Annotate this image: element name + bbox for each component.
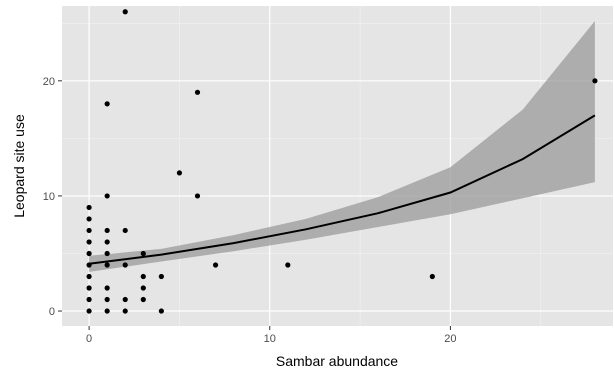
data-point xyxy=(86,204,92,211)
data-point xyxy=(86,285,92,291)
x-tick-label: 10 xyxy=(264,333,276,345)
y-tick-label: 10 xyxy=(43,191,55,203)
data-point xyxy=(285,262,291,268)
data-point xyxy=(104,285,110,291)
y-tick-label: 20 xyxy=(43,76,55,88)
data-point xyxy=(104,262,110,268)
y-tick-label: 0 xyxy=(49,306,55,318)
data-point xyxy=(194,193,201,199)
data-point xyxy=(122,296,128,303)
data-point xyxy=(86,227,92,234)
data-point xyxy=(104,250,110,257)
data-point xyxy=(158,273,164,280)
data-point xyxy=(104,227,110,234)
data-point xyxy=(194,89,201,95)
data-point xyxy=(104,193,110,199)
data-point xyxy=(212,262,219,268)
data-point xyxy=(176,170,183,176)
confidence-ribbon xyxy=(89,21,595,272)
data-point xyxy=(140,250,146,257)
data-point xyxy=(122,9,128,15)
data-point xyxy=(104,239,110,245)
data-point xyxy=(122,227,128,234)
x-axis-tick-labels: 0 10 20 xyxy=(86,333,456,345)
data-point xyxy=(86,273,92,280)
data-point xyxy=(86,216,92,222)
x-tick-label: 20 xyxy=(444,333,456,345)
x-axis-title: Sambar abundance xyxy=(276,353,398,369)
y-axis-title: Leopard site use xyxy=(11,114,27,218)
data-point xyxy=(122,308,128,314)
data-point xyxy=(122,262,128,268)
data-point xyxy=(86,262,92,268)
data-point xyxy=(86,239,92,245)
data-point xyxy=(592,78,598,84)
fit-line xyxy=(88,114,596,265)
data-point xyxy=(158,308,164,314)
data-points xyxy=(86,9,598,314)
data-point xyxy=(140,296,146,303)
x-tick-label: 0 xyxy=(86,333,92,345)
data-point xyxy=(140,273,146,280)
y-axis-ticks xyxy=(58,80,62,312)
data-point xyxy=(104,308,110,314)
data-point xyxy=(104,296,110,303)
data-point xyxy=(429,273,435,280)
data-point xyxy=(86,250,92,257)
x-axis-ticks xyxy=(88,326,451,330)
data-point xyxy=(86,308,92,314)
data-point xyxy=(140,285,146,291)
data-point xyxy=(86,296,92,303)
y-axis-tick-labels: 0 10 20 xyxy=(43,76,55,318)
data-point xyxy=(104,101,110,107)
